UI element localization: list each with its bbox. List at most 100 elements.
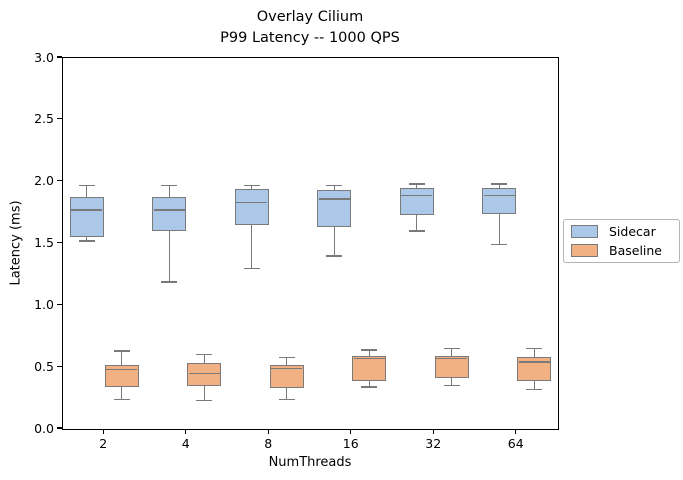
upper-whisker-cap — [161, 184, 178, 187]
y-tick-mark — [57, 365, 62, 367]
legend-label-baseline: Baseline — [609, 243, 662, 258]
upper-whisker-cap — [113, 350, 130, 352]
iqr-box — [152, 196, 187, 232]
upper-whisker-cap — [526, 347, 543, 350]
iqr-box — [352, 356, 387, 381]
sidecar-swatch-icon — [571, 225, 598, 238]
x-tick-label: 2 — [99, 436, 108, 451]
lower-whisker — [286, 388, 288, 400]
lower-whisker — [368, 380, 370, 387]
upper-whisker-cap — [326, 184, 343, 187]
lower-whisker-cap — [278, 398, 295, 400]
y-tick-mark — [57, 303, 62, 305]
y-tick-mark — [57, 56, 62, 58]
upper-whisker — [203, 354, 205, 364]
lower-whisker-cap — [326, 255, 343, 257]
iqr-box — [317, 190, 352, 228]
lower-whisker — [203, 385, 205, 401]
median-line — [153, 209, 185, 211]
x-tick-mark — [102, 429, 104, 434]
x-tick-mark — [350, 429, 352, 434]
median-line — [436, 357, 468, 360]
y-tick-mark — [57, 118, 62, 120]
upper-whisker — [333, 185, 335, 191]
upper-whisker — [168, 185, 170, 197]
x-tick-label: 64 — [507, 436, 524, 451]
x-tick-mark — [185, 429, 187, 434]
lower-whisker — [251, 224, 253, 269]
upper-whisker — [533, 348, 535, 358]
upper-whisker — [451, 348, 453, 357]
iqr-box — [482, 187, 517, 214]
upper-whisker — [251, 185, 253, 190]
legend-entry-baseline: Baseline — [564, 241, 679, 260]
upper-whisker-cap — [491, 183, 508, 185]
median-line — [483, 194, 515, 197]
upper-whisker-cap — [361, 349, 378, 351]
median-line — [106, 368, 138, 371]
median-line — [518, 361, 550, 363]
baseline-swatch-icon — [571, 244, 598, 257]
y-tick-mark — [57, 427, 62, 429]
upper-whisker — [498, 184, 500, 188]
chart-title-line1: Overlay Cilium — [256, 9, 364, 25]
legend-entry-sidecar: Sidecar — [564, 222, 679, 241]
upper-whisker — [286, 357, 288, 365]
lower-whisker — [168, 231, 170, 282]
y-tick-label: 1.0 — [34, 296, 54, 312]
iqr-box — [234, 189, 269, 225]
iqr-box — [517, 357, 552, 381]
y-tick-label: 2.5 — [34, 111, 54, 127]
x-tick-label: 8 — [264, 436, 273, 451]
lower-whisker-cap — [443, 385, 460, 387]
legend-label-sidecar: Sidecar — [609, 224, 656, 239]
y-tick-label: 0.0 — [34, 420, 54, 436]
lower-whisker-cap — [408, 230, 425, 232]
y-tick-mark — [57, 241, 62, 244]
upper-whisker — [121, 351, 123, 365]
y-tick-label: 1.5 — [34, 235, 54, 250]
median-line — [318, 198, 350, 200]
lower-whisker-cap — [196, 399, 213, 402]
median-line — [188, 372, 220, 375]
lower-whisker — [533, 380, 535, 390]
lower-whisker — [498, 213, 500, 245]
lower-whisker-cap — [113, 398, 130, 400]
y-tick-mark — [57, 180, 62, 182]
x-tick-mark — [267, 429, 269, 434]
x-tick-label: 16 — [342, 436, 359, 451]
lower-whisker-cap — [161, 281, 178, 283]
chart-title: Overlay Cilium P99 Latency -- 1000 QPS — [62, 7, 558, 48]
upper-whisker-cap — [196, 354, 213, 356]
iqr-box — [434, 356, 469, 379]
median-line — [236, 201, 268, 204]
lower-whisker-cap — [491, 244, 508, 246]
median-line — [271, 367, 303, 370]
upper-whisker — [416, 184, 418, 188]
lower-whisker-cap — [361, 386, 378, 388]
iqr-box — [187, 363, 222, 386]
x-tick-mark — [515, 429, 517, 434]
x-tick-label: 4 — [181, 436, 190, 451]
upper-whisker-cap — [78, 184, 95, 187]
upper-whisker-cap — [243, 184, 260, 187]
lower-whisker-cap — [526, 388, 543, 391]
upper-whisker-cap — [443, 347, 460, 350]
lower-whisker-cap — [78, 240, 95, 242]
upper-whisker — [86, 185, 88, 197]
lower-whisker — [333, 227, 335, 256]
median-line — [71, 209, 103, 211]
upper-whisker — [368, 349, 370, 357]
lower-whisker — [416, 215, 418, 232]
iqr-box — [269, 364, 304, 389]
x-tick-mark — [432, 429, 434, 434]
x-axis-label: NumThreads — [268, 455, 352, 470]
lower-whisker — [121, 386, 123, 400]
plot-area — [62, 57, 559, 430]
iqr-box — [69, 196, 104, 238]
x-tick-label: 32 — [425, 436, 442, 451]
median-line — [353, 357, 385, 360]
iqr-box — [399, 187, 434, 216]
upper-whisker-cap — [278, 356, 295, 358]
